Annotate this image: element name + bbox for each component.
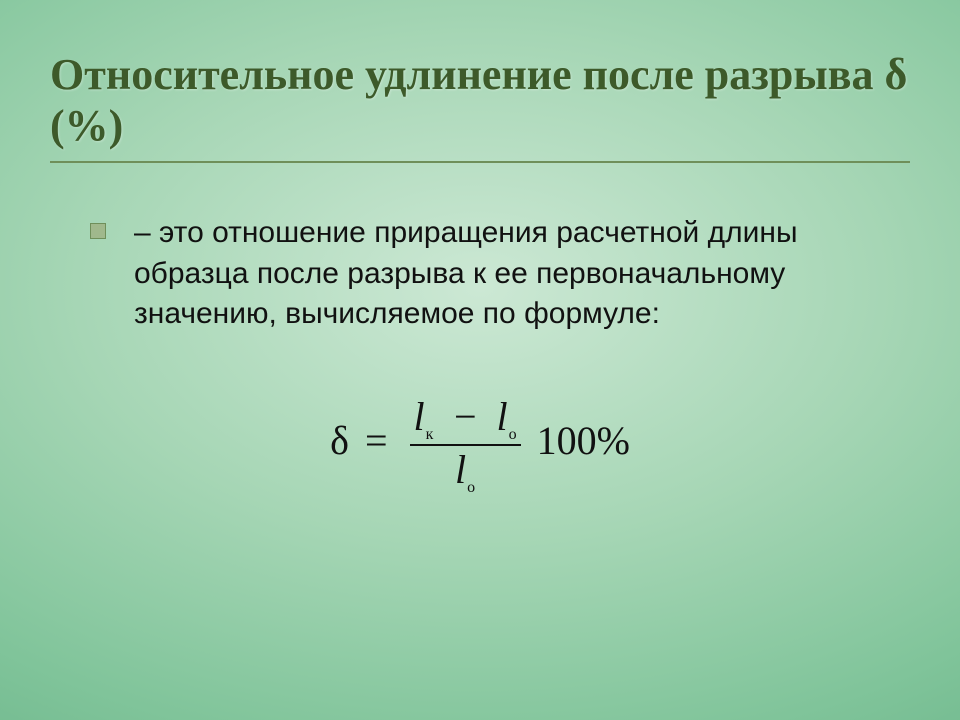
formula-fraction: lк − lо lо: [410, 393, 521, 497]
formula-equals: =: [365, 418, 388, 463]
num-var-2: l: [496, 394, 507, 439]
den-sub: о: [467, 479, 475, 496]
bullet-icon: [90, 223, 106, 239]
formula-numerator: lк − lо: [410, 393, 521, 446]
minus-sign: −: [451, 394, 478, 439]
num-var-1: l: [414, 394, 425, 439]
formula-rhs: 100%: [537, 418, 630, 463]
slide-title: Относительное удлинение после разрыва δ …: [50, 50, 910, 151]
title-rule: [50, 161, 910, 163]
definition-text: – это отношение приращения расчетной дли…: [134, 213, 870, 335]
slide: Относительное удлинение после разрыва δ …: [0, 0, 960, 720]
num-sub-1: к: [426, 426, 434, 443]
den-var: l: [455, 447, 466, 492]
formula-lhs: δ: [330, 418, 349, 463]
num-sub-2: о: [509, 426, 517, 443]
formula: δ = lк − lо lо 100%: [50, 393, 910, 497]
formula-denominator: lо: [410, 446, 521, 497]
bullet-row: – это отношение приращения расчетной дли…: [90, 213, 870, 335]
